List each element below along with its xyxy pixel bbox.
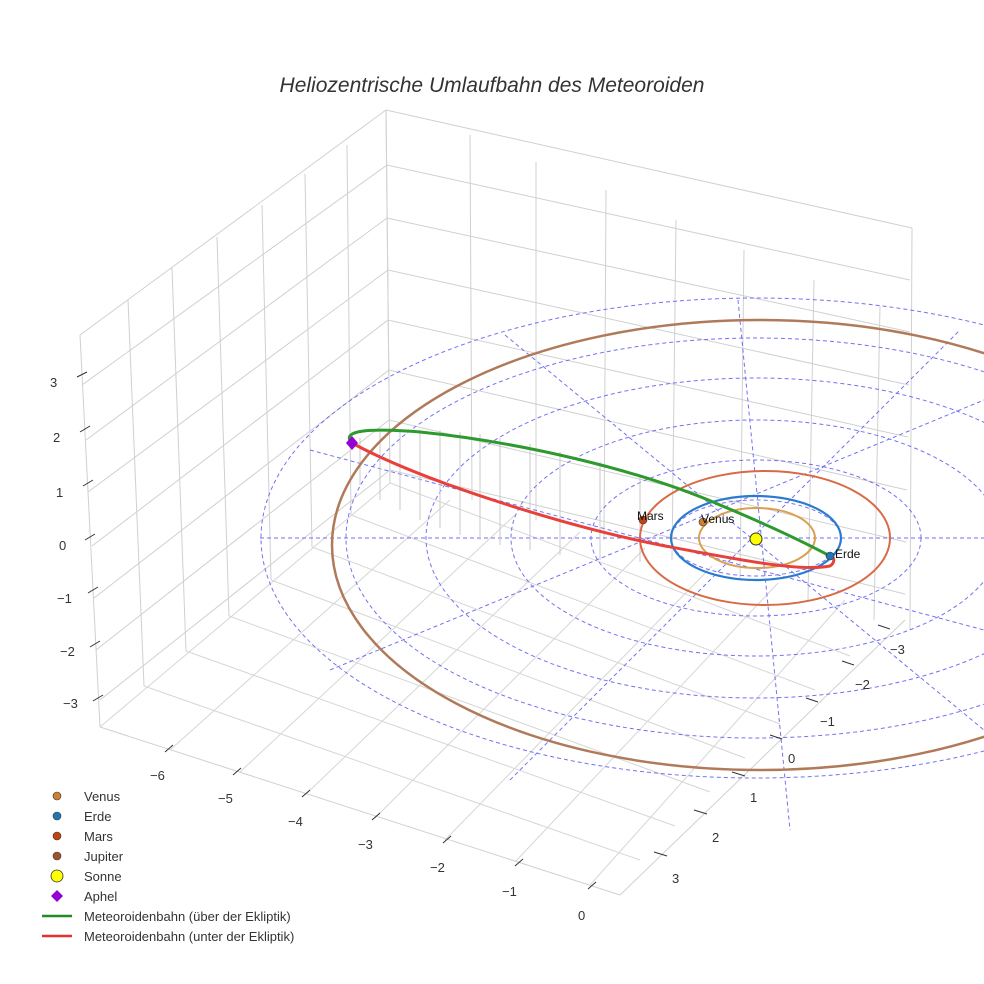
mars-marker[interactable] xyxy=(638,515,648,525)
x-tick-labels: −6 −5 −4 −3 −2 −1 0 xyxy=(150,768,585,923)
aphel-diamond-icon xyxy=(36,886,78,906)
y-tick-labels: −3 −2 −1 0 1 2 3 xyxy=(672,642,905,886)
legend-item-path-above[interactable]: Meteoroidenbahn (über der Ekliptik) xyxy=(36,906,294,926)
z-axis xyxy=(76,371,104,702)
y-axis xyxy=(653,624,891,857)
venus-marker-icon xyxy=(36,786,78,806)
jupiter-marker-icon xyxy=(36,846,78,866)
erde-marker-icon xyxy=(36,806,78,826)
legend-item-erde[interactable]: Erde xyxy=(36,806,294,826)
svg-text:−1: −1 xyxy=(57,591,72,606)
ecliptic-grid xyxy=(260,297,984,831)
back-wall-grid xyxy=(79,109,913,896)
erde-label: Erde xyxy=(835,547,861,561)
mars-marker-icon xyxy=(36,826,78,846)
legend-item-mars[interactable]: Mars xyxy=(36,826,294,846)
svg-text:0: 0 xyxy=(788,751,795,766)
venus-marker[interactable] xyxy=(698,517,708,527)
sonne-marker[interactable] xyxy=(749,532,763,546)
floor-grid xyxy=(99,482,851,886)
erde-marker[interactable] xyxy=(825,551,835,561)
svg-text:1: 1 xyxy=(56,485,63,500)
venus-label: Venus xyxy=(701,512,734,526)
aphel-marker[interactable] xyxy=(346,436,358,450)
z-tick-labels: 3 2 1 0 −1 −2 −3 xyxy=(50,375,78,711)
legend-item-path-below[interactable]: Meteoroidenbahn (unter der Ekliptik) xyxy=(36,926,294,946)
svg-text:−3: −3 xyxy=(358,837,373,852)
svg-text:−3: −3 xyxy=(890,642,905,657)
sonne-marker-icon xyxy=(36,866,78,886)
svg-text:0: 0 xyxy=(578,908,585,923)
meteoroid-path-below xyxy=(351,441,836,570)
x-axis xyxy=(164,744,597,890)
mars-orbit xyxy=(639,470,891,606)
svg-text:1: 1 xyxy=(750,790,757,805)
green-line-icon xyxy=(36,906,78,926)
mars-label: Mars xyxy=(637,509,664,523)
jupiter-orbit xyxy=(330,318,984,772)
venus-orbit xyxy=(698,507,816,569)
svg-text:−3: −3 xyxy=(63,696,78,711)
svg-text:3: 3 xyxy=(672,871,679,886)
meteoroid-path-above xyxy=(348,428,831,558)
svg-text:−2: −2 xyxy=(60,644,75,659)
svg-text:−1: −1 xyxy=(502,884,517,899)
erde-orbit xyxy=(669,494,843,582)
svg-text:2: 2 xyxy=(53,430,60,445)
svg-text:−2: −2 xyxy=(855,677,870,692)
legend-item-venus[interactable]: Venus xyxy=(36,786,294,806)
svg-text:0: 0 xyxy=(59,538,66,553)
svg-text:−5: −5 xyxy=(218,791,233,806)
red-line-icon xyxy=(36,926,78,946)
legend-item-aphel[interactable]: Aphel xyxy=(36,886,294,906)
legend: Venus Erde Mars Jupiter Sonne Aphel Mete… xyxy=(36,786,294,946)
svg-text:3: 3 xyxy=(50,375,57,390)
svg-text:−4: −4 xyxy=(288,814,303,829)
svg-text:−2: −2 xyxy=(430,860,445,875)
legend-item-sonne[interactable]: Sonne xyxy=(36,866,294,886)
svg-text:2: 2 xyxy=(712,830,719,845)
legend-item-jupiter[interactable]: Jupiter xyxy=(36,846,294,866)
svg-text:−1: −1 xyxy=(820,714,835,729)
svg-text:−6: −6 xyxy=(150,768,165,783)
chart-title: Heliozentrische Umlaufbahn des Meteoroid… xyxy=(279,74,705,97)
